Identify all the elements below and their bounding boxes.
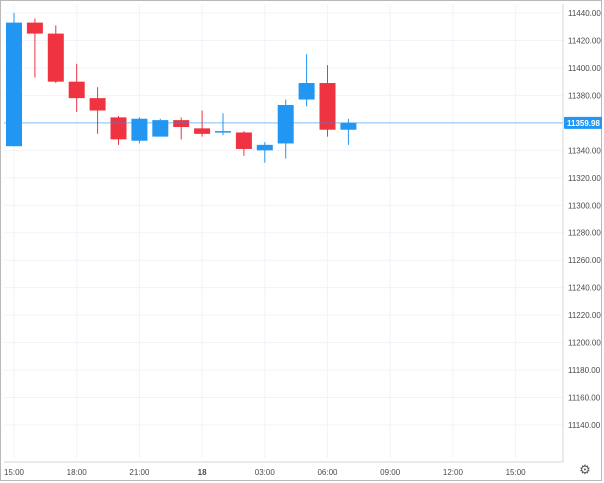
x-tick-label: 12:00 — [443, 468, 464, 477]
y-tick-label: 11420.00 — [568, 36, 601, 45]
candle-up — [215, 113, 231, 136]
candle-body — [68, 81, 85, 99]
candle-body — [215, 131, 231, 133]
candle-body — [110, 117, 127, 140]
candle-up — [298, 54, 315, 107]
candle-down — [110, 116, 127, 145]
candle-body — [298, 83, 315, 100]
x-tick-label: 15:00 — [4, 468, 25, 477]
candle-body — [235, 132, 252, 149]
candle-body — [152, 120, 169, 137]
x-axis[interactable]: 15:00 18:00 21:00 18 03:00 06:00 09:00 12:00 15:… — [4, 461, 563, 477]
x-tick-label: 09:00 — [380, 468, 401, 477]
y-tick-label: 11340.00 — [568, 146, 601, 155]
candle-down — [26, 18, 43, 78]
candle-down — [173, 117, 190, 140]
candle-down — [235, 131, 252, 156]
candle-body — [256, 144, 273, 151]
y-tick-label: 11240.00 — [568, 284, 601, 293]
x-tick-label: 15:00 — [506, 468, 527, 477]
candle-body — [131, 118, 148, 141]
x-tick-label: 18 — [198, 468, 207, 477]
candle-up — [277, 99, 294, 159]
candle-down — [194, 110, 211, 137]
y-tick-label: 11200.00 — [568, 339, 601, 348]
candle-down — [319, 65, 336, 137]
grid — [4, 4, 563, 458]
candle-body — [194, 128, 211, 134]
candle-up — [256, 142, 273, 163]
y-tick-label: 11380.00 — [568, 91, 601, 100]
candle-body — [277, 105, 294, 144]
candle-body — [47, 33, 64, 82]
current-price-label: 11359.98 — [564, 116, 602, 129]
candle-up — [131, 117, 148, 144]
y-tick-label: 11260.00 — [568, 256, 601, 265]
y-tick-label: 11440.00 — [568, 9, 601, 18]
candle-down — [47, 25, 64, 84]
x-tick-label: 06:00 — [317, 468, 338, 477]
candles — [6, 13, 357, 163]
candle-body — [319, 83, 336, 130]
candle-up — [6, 13, 22, 147]
x-tick-label: 03:00 — [255, 468, 276, 477]
y-tick-label: 11180.00 — [568, 366, 601, 375]
y-tick-label: 11400.00 — [568, 64, 601, 73]
candle-up — [152, 118, 169, 137]
y-tick-label: 11320.00 — [568, 174, 601, 183]
candle-body — [6, 22, 22, 147]
y-axis[interactable]: 11440.0011420.0011400.0011380.0011360.00… — [562, 4, 601, 462]
x-tick-label: 18:00 — [67, 468, 88, 477]
y-tick-label: 11140.00 — [568, 421, 601, 430]
candle-body — [173, 120, 190, 127]
settings-gear-icon[interactable]: ⚙ — [579, 463, 591, 478]
y-tick-label: 11220.00 — [568, 311, 601, 320]
price-label-text: 11359.98 — [567, 119, 600, 128]
candle-down — [68, 63, 85, 112]
candle-body — [26, 22, 43, 34]
x-tick-label: 21:00 — [129, 468, 150, 477]
candle-body — [340, 122, 357, 130]
y-tick-label: 11160.00 — [568, 394, 601, 403]
y-tick-label: 11280.00 — [568, 229, 601, 238]
price-label-box — [564, 116, 602, 129]
candle-body — [89, 98, 106, 111]
candle-down — [89, 87, 106, 134]
y-tick-label: 11300.00 — [568, 201, 601, 210]
